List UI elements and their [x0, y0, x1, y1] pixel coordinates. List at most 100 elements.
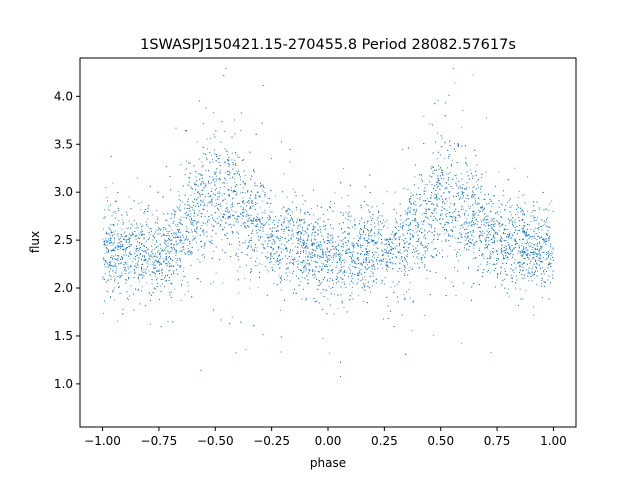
data-point	[173, 233, 175, 235]
data-point	[510, 206, 512, 208]
data-point	[281, 208, 283, 210]
data-point	[104, 279, 106, 280]
data-point	[129, 251, 131, 253]
data-point	[543, 271, 545, 273]
data-point	[126, 280, 128, 282]
data-point	[505, 249, 507, 251]
data-point	[316, 261, 318, 263]
data-point	[268, 240, 270, 242]
data-point	[236, 193, 238, 195]
data-point	[215, 272, 217, 274]
data-point	[372, 255, 373, 257]
data-point	[368, 220, 370, 222]
data-point	[257, 219, 259, 221]
data-point	[151, 256, 153, 258]
data-point	[283, 173, 285, 175]
data-point	[461, 342, 463, 344]
data-point	[121, 228, 123, 230]
data-point	[551, 252, 553, 254]
data-point	[213, 193, 215, 195]
data-point	[103, 312, 104, 314]
data-point	[416, 221, 418, 223]
data-point	[342, 272, 344, 274]
data-point	[326, 251, 328, 253]
data-point	[475, 223, 476, 225]
data-point	[486, 117, 487, 119]
data-point	[360, 236, 362, 237]
data-point	[160, 254, 162, 256]
data-point	[240, 224, 242, 226]
data-point	[156, 260, 157, 262]
data-point	[104, 209, 106, 211]
data-point	[468, 186, 470, 188]
data-point	[518, 266, 520, 268]
data-point	[157, 227, 159, 229]
data-point	[338, 256, 340, 258]
data-point	[539, 254, 541, 255]
data-point	[345, 251, 347, 253]
data-point	[186, 237, 188, 239]
data-point	[115, 212, 117, 214]
data-point	[525, 246, 527, 248]
data-point	[509, 231, 511, 233]
data-point	[141, 274, 143, 276]
data-point	[454, 267, 455, 268]
data-point	[307, 238, 309, 240]
data-point	[443, 178, 445, 179]
data-point	[331, 278, 333, 280]
data-point	[148, 258, 150, 260]
data-point	[140, 273, 142, 275]
data-point	[202, 201, 204, 203]
data-point	[175, 224, 177, 226]
data-point	[328, 240, 330, 241]
data-point	[536, 239, 538, 241]
data-point	[277, 221, 279, 223]
data-point	[534, 227, 536, 229]
data-point	[437, 187, 438, 189]
data-point	[425, 190, 427, 192]
data-point	[508, 200, 510, 202]
data-point	[268, 216, 270, 217]
data-point	[505, 205, 507, 206]
data-point	[425, 210, 427, 212]
data-point	[410, 266, 412, 268]
data-point	[117, 260, 119, 262]
data-point	[541, 247, 543, 248]
data-point	[437, 182, 439, 184]
data-point	[280, 235, 282, 237]
data-point	[431, 173, 433, 175]
data-point	[110, 245, 112, 246]
data-point	[286, 258, 288, 259]
data-point	[311, 207, 313, 209]
data-point	[250, 207, 252, 209]
data-point	[436, 158, 438, 159]
data-point	[508, 245, 510, 246]
data-point	[441, 240, 443, 242]
data-point	[444, 142, 446, 144]
data-point	[369, 275, 371, 277]
data-point	[115, 258, 116, 260]
data-point	[526, 269, 528, 271]
data-point	[139, 223, 141, 225]
data-point	[216, 187, 218, 189]
data-point	[533, 218, 535, 220]
data-point	[408, 228, 410, 230]
data-point	[531, 238, 533, 240]
data-point	[206, 224, 208, 226]
data-point	[464, 244, 466, 246]
data-point	[307, 239, 309, 241]
data-point	[143, 244, 145, 246]
data-point	[445, 198, 447, 200]
data-point	[543, 273, 545, 275]
data-point	[465, 198, 467, 200]
data-point	[262, 229, 264, 231]
data-point	[454, 249, 456, 251]
data-point	[542, 238, 544, 240]
data-point	[269, 257, 271, 259]
data-point	[368, 261, 370, 263]
data-point	[465, 239, 467, 241]
data-point	[415, 208, 417, 210]
data-point	[478, 247, 480, 249]
data-point	[377, 254, 379, 256]
data-point	[508, 295, 510, 297]
